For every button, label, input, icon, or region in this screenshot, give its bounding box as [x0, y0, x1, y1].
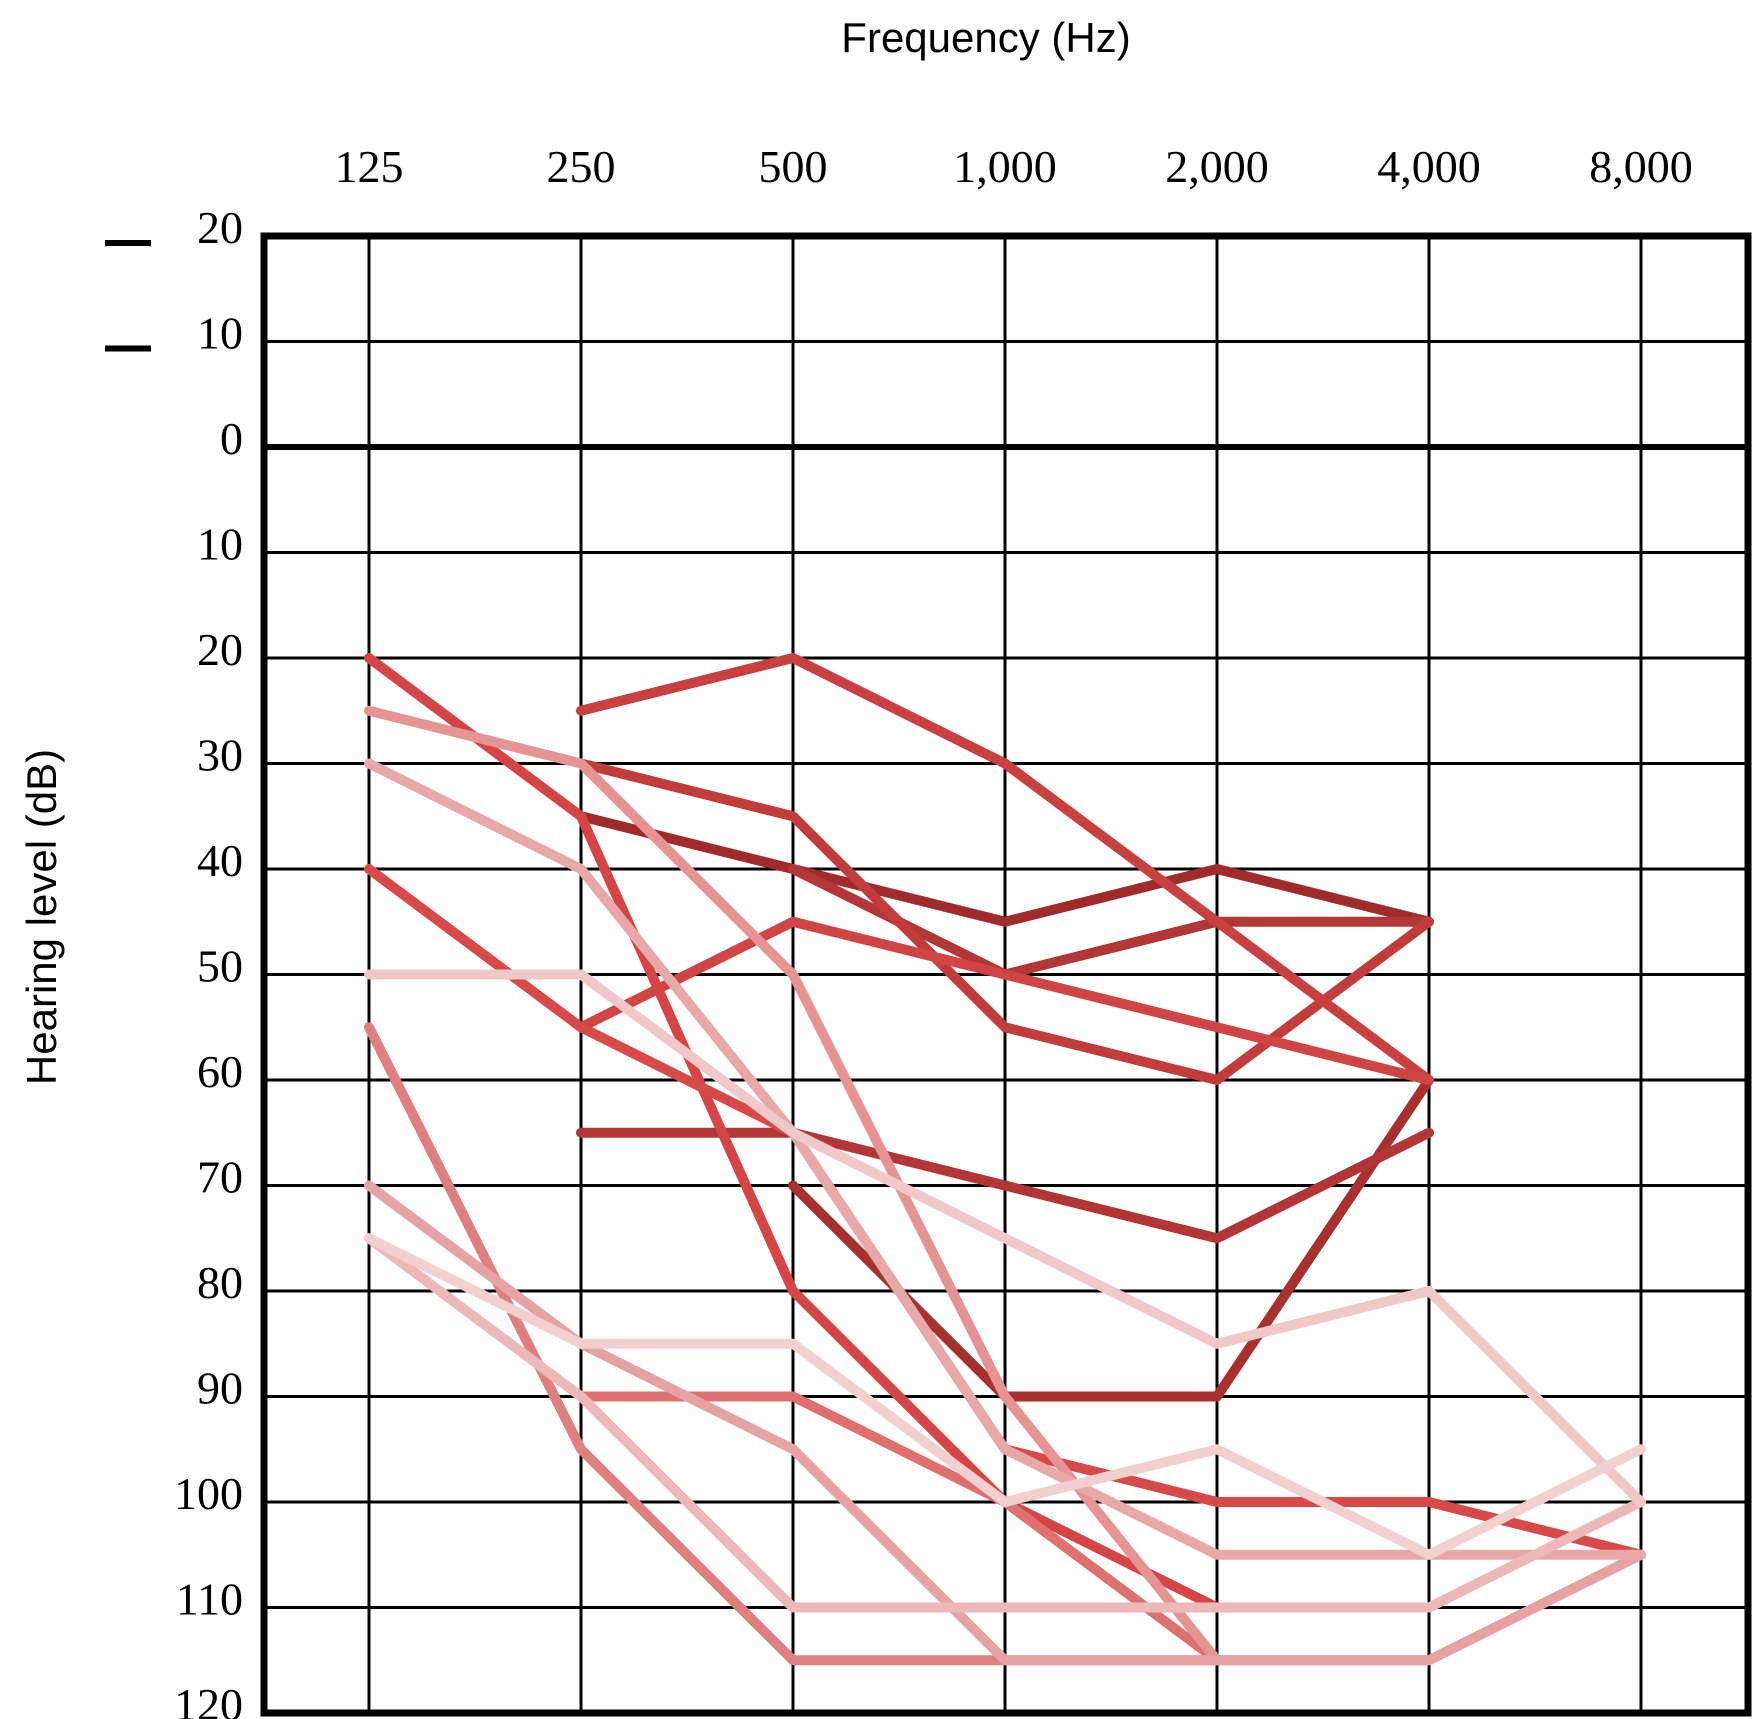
series-line [788, 1075, 1434, 1402]
y-tick-label: 20 [197, 202, 243, 253]
y-tick-label: 90 [197, 1363, 243, 1414]
y-tick-label: 30 [197, 730, 243, 781]
x-tick-label: 250 [547, 141, 616, 192]
plot-frame [260, 232, 1752, 1717]
series-line [576, 916, 1434, 1085]
series-line [576, 758, 1434, 1085]
series-line [364, 1233, 1646, 1560]
y-tick-label: 50 [197, 941, 243, 992]
y-tick-label: 20 [197, 624, 243, 675]
y-tick-label: 100 [174, 1468, 243, 1519]
x-tick-label: 8,000 [1589, 141, 1693, 192]
y-tick-label: 0 [220, 413, 243, 464]
y-tick-label: 70 [197, 1152, 243, 1203]
series-line [788, 864, 1434, 980]
series-line [576, 811, 1434, 927]
x-tick-label: 500 [759, 141, 828, 192]
y-tick-label: 10 [197, 519, 243, 570]
y-tick-label: 80 [197, 1257, 243, 1308]
y-tick-label: 40 [197, 835, 243, 886]
series-line [576, 653, 1434, 1085]
x-tick-label: 4,000 [1377, 141, 1481, 192]
negative-sign-marks [105, 240, 151, 352]
y-tick-label: 120 [174, 1679, 243, 1719]
series-line [364, 653, 1222, 1613]
x-tick-label: 2,000 [1165, 141, 1269, 192]
x-tick-label: 125 [335, 141, 404, 192]
y-tick-label: 10 [197, 308, 243, 359]
series-group [364, 653, 1646, 1666]
y-tick-label: 60 [197, 1046, 243, 1097]
series-line [364, 1233, 1646, 1613]
x-tick-label: 1,000 [953, 141, 1057, 192]
series-line [576, 1391, 1222, 1666]
y-axis-title: Hearing level (dB) [18, 749, 65, 1085]
x-axis-title: Frequency (Hz) [841, 14, 1130, 61]
series-line [364, 969, 1646, 1507]
x-tick-labels: 125 250 500 1,000 2,000 4,000 8,000 [335, 141, 1693, 192]
y-tick-label: 110 [176, 1574, 243, 1625]
